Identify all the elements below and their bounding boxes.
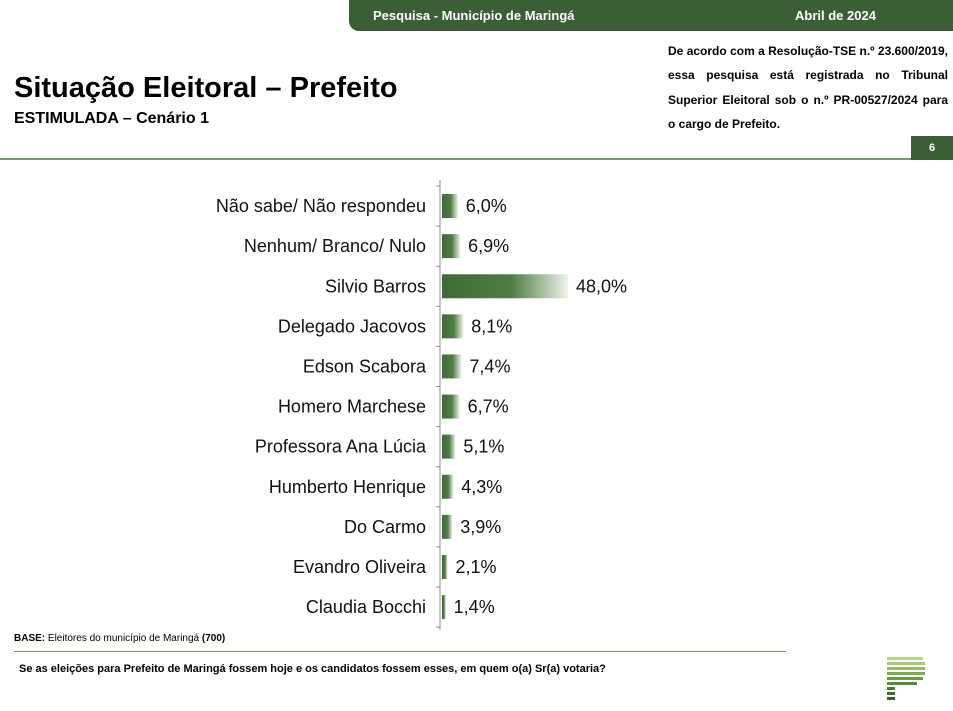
value-label: 6,7% <box>468 397 509 417</box>
category-label: Claudia Bocchi <box>306 597 426 617</box>
category-label: Homero Marchese <box>278 397 426 417</box>
category-label: Edson Scabora <box>303 356 427 376</box>
category-label: Evandro Oliveira <box>293 557 427 577</box>
category-label: Nenhum/ Branco/ Nulo <box>244 236 426 256</box>
value-label: 5,1% <box>463 437 504 457</box>
survey-name: Pesquisa - Município de Maringá <box>373 8 575 23</box>
bar <box>442 434 456 459</box>
value-label: 48,0% <box>576 276 627 296</box>
value-label: 4,3% <box>461 477 502 497</box>
survey-date: Abril de 2024 <box>795 8 876 23</box>
bar <box>442 234 461 259</box>
category-label: Silvio Barros <box>325 276 426 296</box>
bar <box>442 194 458 219</box>
page-number: 6 <box>911 136 953 160</box>
page-title: Situação Eleitoral – Prefeito <box>14 72 398 104</box>
bar <box>442 554 448 579</box>
footer-divider <box>14 651 786 652</box>
bar <box>442 595 446 620</box>
bar-chart: Não sabe/ Não respondeu 6,0% Nenhum/ Branc… <box>216 180 627 630</box>
survey-question: Se as eleições para Prefeito de Maringá … <box>19 663 606 675</box>
category-label: Professora Ana Lúcia <box>255 437 427 457</box>
value-label: 3,9% <box>460 517 501 537</box>
bar <box>442 314 464 339</box>
value-label: 6,0% <box>466 196 507 216</box>
base-count: (700) <box>201 633 226 644</box>
base-text: Eleitores do município de Maringá <box>47 633 200 644</box>
header-divider <box>0 158 911 160</box>
category-label: Delegado Jacovos <box>278 316 426 336</box>
base-label: BASE: <box>14 633 46 644</box>
value-label: 8,1% <box>471 316 512 336</box>
value-label: 2,1% <box>456 557 497 577</box>
header-bar: Pesquisa - Município de Maringá Abril de… <box>349 0 953 31</box>
value-label: 6,9% <box>468 236 509 256</box>
bar <box>442 354 462 379</box>
value-label: 7,4% <box>469 356 510 376</box>
category-label: Do Carmo <box>344 517 426 537</box>
bar <box>442 274 568 299</box>
base-note: BASE: Eleitores do município de Maringá … <box>14 633 225 644</box>
value-label: 1,4% <box>454 597 495 617</box>
company-logo <box>887 657 925 700</box>
page-subtitle: ESTIMULADA – Cenário 1 <box>14 110 209 127</box>
category-label: Humberto Henrique <box>269 477 426 497</box>
category-label: Não sabe/ Não respondeu <box>216 196 426 216</box>
bar <box>442 394 460 419</box>
bar <box>442 514 453 539</box>
registration-note: De acordo com a Resolução-TSE n.º 23.600… <box>668 44 948 132</box>
bar <box>442 474 454 499</box>
